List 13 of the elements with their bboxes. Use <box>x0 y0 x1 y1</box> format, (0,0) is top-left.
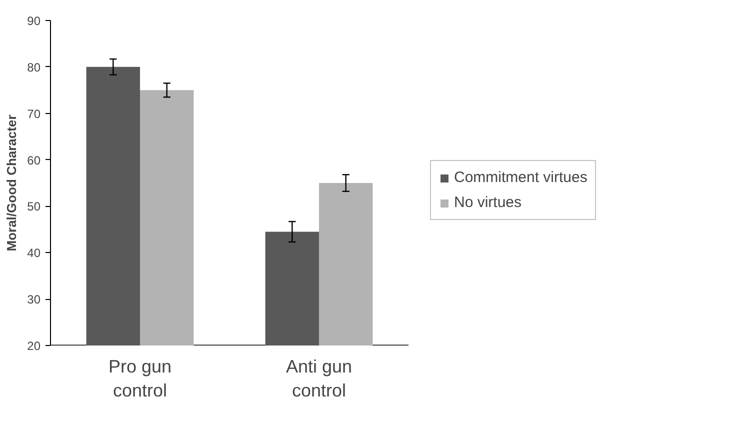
y-axis-title: Moral/Good Character <box>4 114 20 252</box>
y-tick-label: 90 <box>27 14 41 28</box>
x-tick-label: Anti gun control <box>286 356 352 400</box>
y-tick-label: 50 <box>27 200 41 214</box>
y-tick-label: 20 <box>27 339 41 353</box>
y-tick-label: 40 <box>27 246 41 260</box>
legend-label: No virtues <box>454 194 522 211</box>
legend-label: Commitment virtues <box>454 169 588 186</box>
y-tick-label: 30 <box>27 292 41 307</box>
y-tick-label: 60 <box>27 153 41 168</box>
x-tick-label: Pro gun control <box>108 356 172 400</box>
y-tick-label: 70 <box>27 106 41 121</box>
y-tick-label: 80 <box>27 60 41 74</box>
